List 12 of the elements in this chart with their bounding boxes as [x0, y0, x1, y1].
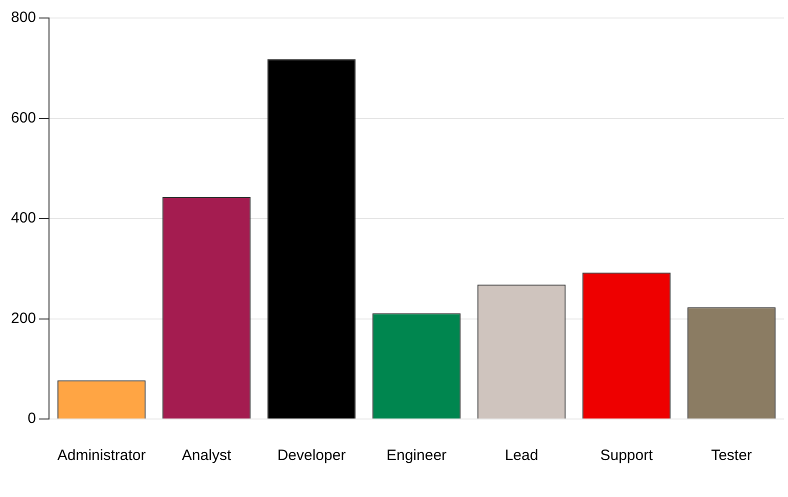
- x-tick-label: Support: [600, 447, 654, 464]
- y-tick-label: 0: [28, 410, 36, 428]
- x-tick-label: Developer: [277, 447, 346, 464]
- x-tick-label: Analyst: [182, 447, 232, 464]
- y-tick-label: 600: [10, 109, 36, 126]
- y-tick-label: 200: [10, 310, 36, 327]
- x-tick-label: Engineer: [386, 447, 447, 464]
- y-tick-label: 400: [10, 210, 36, 227]
- y-tick-label: 800: [10, 9, 36, 26]
- x-tick-label: Lead: [504, 447, 538, 464]
- x-tick-label: Administrator: [57, 447, 146, 464]
- x-tick-label: Tester: [711, 447, 752, 464]
